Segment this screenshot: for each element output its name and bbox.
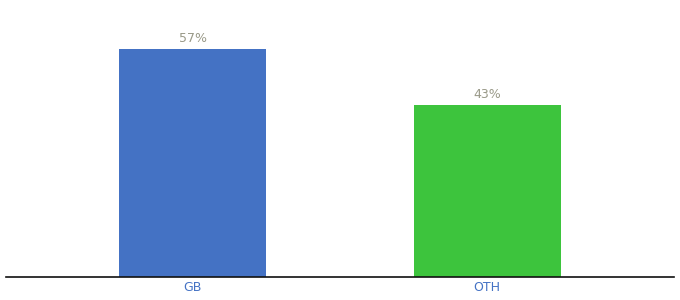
Bar [119, 50, 267, 277]
Bar [413, 105, 561, 277]
Text: 43%: 43% [473, 88, 501, 101]
Text: 57%: 57% [179, 32, 207, 45]
